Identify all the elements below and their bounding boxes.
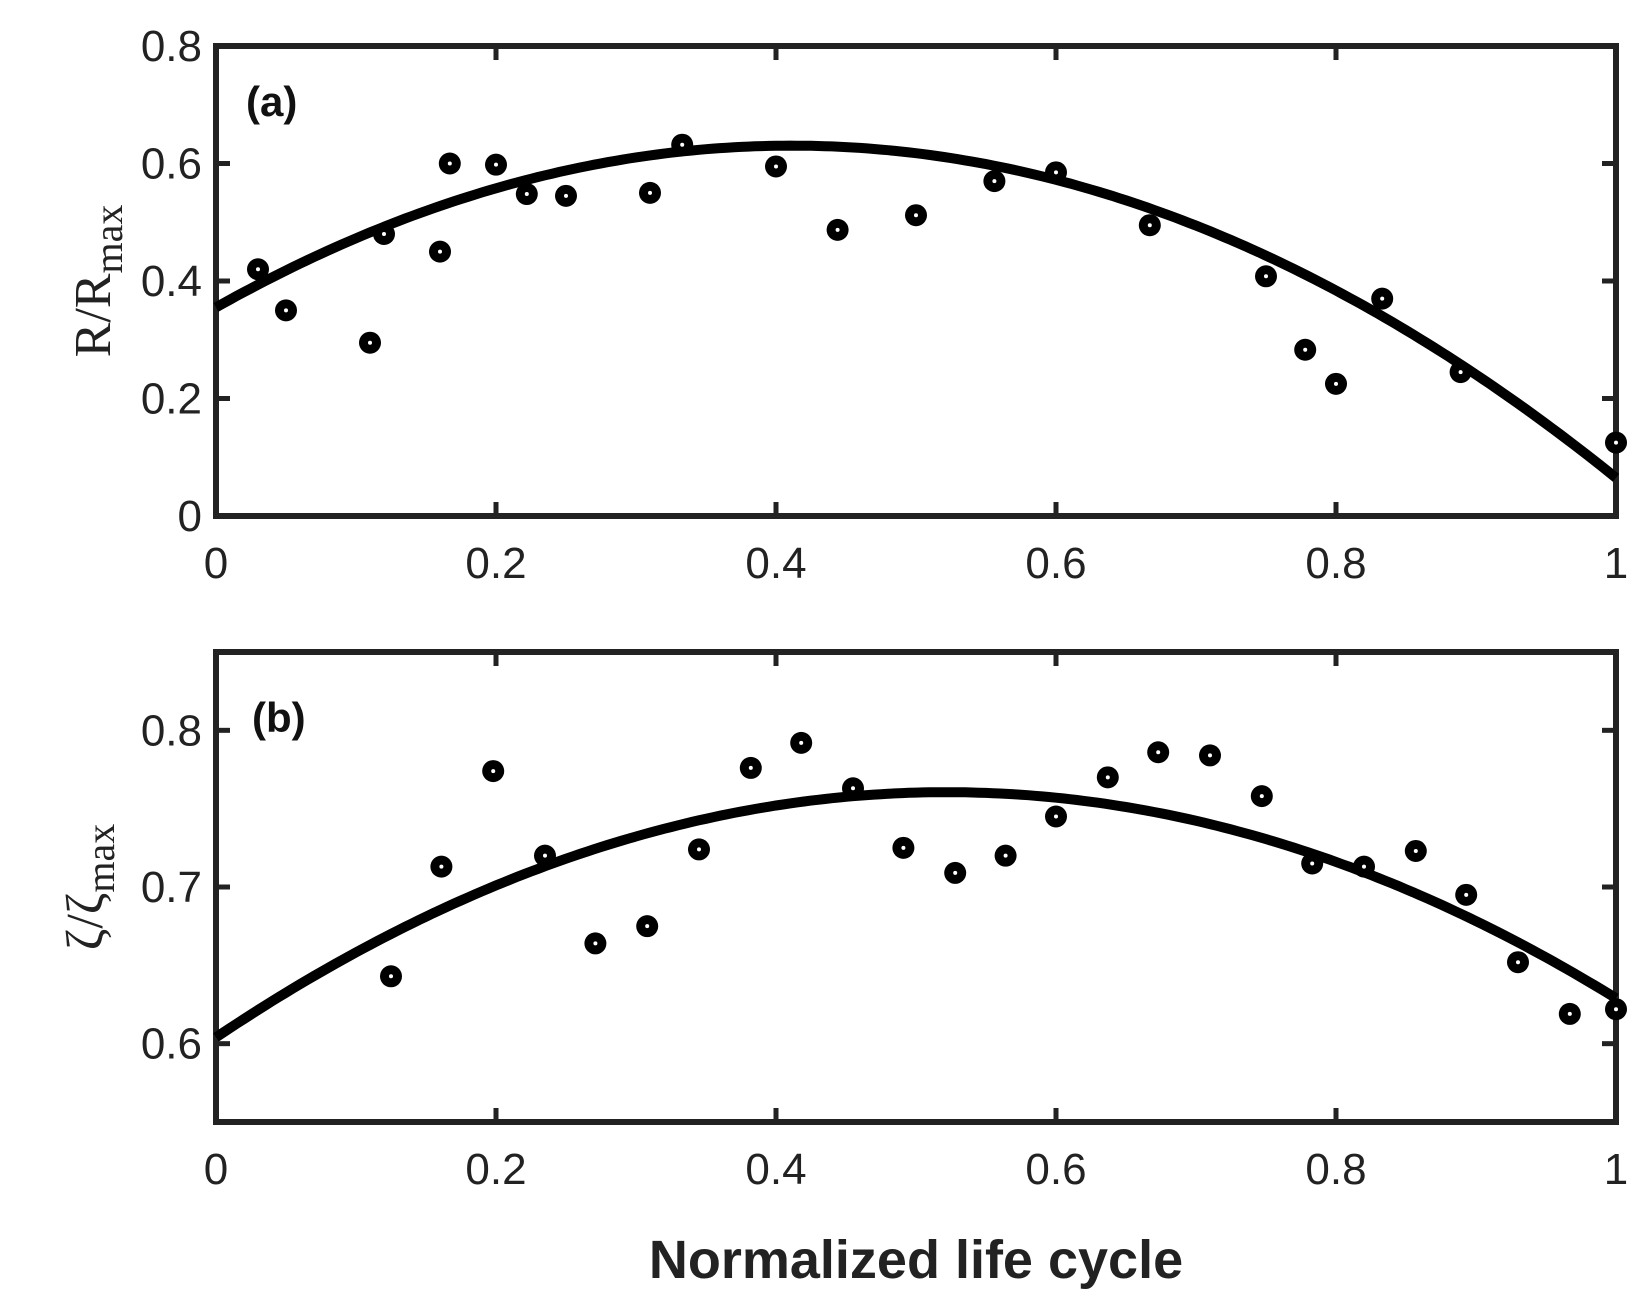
- fit-curve: [213, 787, 1619, 1042]
- x-tick-label: 0.2: [465, 1145, 526, 1194]
- data-point-center: [439, 864, 444, 869]
- y-tick-label: 0: [178, 492, 202, 541]
- data-point-center: [748, 765, 753, 770]
- data-point-center: [564, 193, 568, 198]
- data-point-center: [447, 161, 452, 166]
- data-point-center: [1380, 296, 1385, 301]
- data-point-center: [1464, 892, 1469, 897]
- x-axis-label: Normalized life cycle: [649, 1230, 1183, 1290]
- data-point-center: [1567, 1011, 1572, 1016]
- data-point-center: [901, 845, 906, 850]
- data-point-center: [593, 941, 598, 946]
- data-point-center: [256, 267, 260, 272]
- panel-a-ylabel: R/Rmax: [65, 205, 131, 358]
- x-tick-label: 0: [204, 539, 228, 588]
- data-point-center: [1208, 753, 1212, 758]
- data-point-center: [1310, 861, 1315, 866]
- data-point-center: [1147, 223, 1152, 228]
- data-point-center: [1156, 750, 1161, 755]
- panel-a-ticks: 0 0.2 0.4 0.6 0.8 1 0 0.2 0.4 0.6 0.8: [141, 22, 1628, 588]
- data-point-center: [368, 340, 372, 345]
- fit-curve: [213, 140, 1620, 482]
- panel-a: 0 0.2 0.4 0.6 0.8 1 0 0.2 0.4 0.6 0.8 (a) R/Rmax: [65, 22, 1628, 588]
- y-tick-label: 0.8: [141, 22, 202, 71]
- panel-a-axes-box: [213, 43, 1619, 519]
- data-point-center: [491, 769, 496, 774]
- data-point-center: [680, 142, 685, 147]
- data-point-center: [851, 786, 855, 791]
- data-point-center: [1259, 794, 1264, 799]
- data-point-center: [1614, 1007, 1618, 1012]
- panel-b-tag: (b): [252, 694, 306, 741]
- x-tick-label: 0.6: [1025, 1145, 1086, 1194]
- data-point-center: [1054, 170, 1058, 175]
- data-point-center: [1334, 381, 1338, 386]
- data-point-center: [1054, 814, 1058, 819]
- data-point-center: [697, 847, 701, 852]
- data-point-center: [835, 227, 840, 232]
- data-point-center: [438, 249, 442, 254]
- data-point-center: [382, 232, 386, 236]
- panel-a-fit: [213, 140, 1620, 482]
- y-tick-label: 0.6: [141, 1020, 202, 1069]
- data-point-center: [284, 308, 288, 313]
- data-point-center: [543, 853, 547, 858]
- data-point-center: [992, 179, 997, 184]
- data-point-center: [1458, 370, 1463, 375]
- panel-b-ticks: 0 0.2 0.4 0.6 0.8 1 0.6 0.7 0.8: [141, 652, 1628, 1194]
- panel-b: 0 0.2 0.4 0.6 0.8 1 0.6 0.7 0.8 (b) ζ/ζmax Norma…: [57, 649, 1628, 1290]
- x-tick-label: 0.4: [745, 1145, 806, 1194]
- data-point-center: [1303, 347, 1308, 352]
- panel-b-ylabel-main: ζ/ζ: [57, 893, 114, 951]
- x-tick-label: 0.8: [1305, 1145, 1366, 1194]
- data-point-center: [389, 974, 393, 979]
- x-tick-label: 1: [1604, 1145, 1628, 1194]
- x-tick-label: 1: [1604, 539, 1628, 588]
- panel-a-points: [247, 133, 1627, 454]
- data-point-center: [524, 192, 529, 197]
- panel-b-points: [380, 731, 1627, 1025]
- panel-b-ylabel-sub: max: [78, 824, 123, 893]
- x-tick-label: 0: [204, 1145, 228, 1194]
- y-tick-label: 0.7: [141, 863, 202, 912]
- data-point-center: [1003, 853, 1008, 858]
- panel-b-fit: [213, 787, 1619, 1042]
- data-point-center: [1614, 440, 1618, 445]
- data-point-center: [494, 162, 498, 167]
- panel-a-tag: (a): [246, 78, 297, 125]
- data-point-center: [645, 924, 650, 929]
- data-point-center: [914, 213, 918, 218]
- y-tick-label: 0.2: [141, 375, 202, 424]
- data-point-center: [1516, 960, 1520, 965]
- x-tick-label: 0.4: [745, 539, 806, 588]
- panel-b-ylabel: ζ/ζmax: [57, 824, 123, 950]
- data-point-center: [1105, 775, 1110, 780]
- panel-a-ylabel-sub: max: [86, 205, 131, 274]
- panel-a-ylabel-main: R/R: [65, 273, 122, 357]
- data-point-center: [1413, 848, 1418, 853]
- data-point-center: [1264, 274, 1268, 279]
- y-tick-label: 0.6: [141, 140, 202, 189]
- data-point-center: [799, 740, 804, 745]
- data-point-center: [648, 190, 652, 195]
- x-tick-label: 0.2: [465, 539, 526, 588]
- x-tick-label: 0.8: [1305, 539, 1366, 588]
- data-point-center: [774, 164, 778, 169]
- x-tick-label: 0.6: [1025, 539, 1086, 588]
- data-point-center: [953, 870, 958, 875]
- data-point-center: [1362, 864, 1366, 869]
- y-tick-label: 0.4: [141, 257, 202, 306]
- y-tick-label: 0.8: [141, 706, 202, 755]
